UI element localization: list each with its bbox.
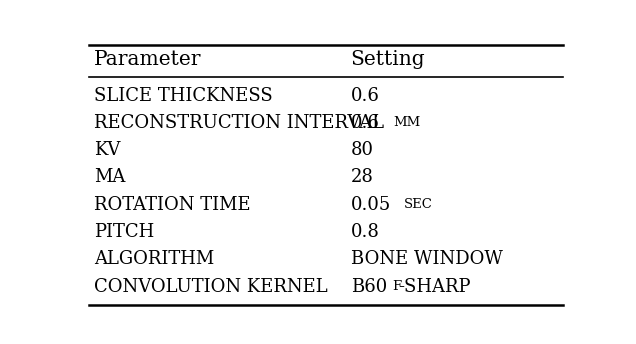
Text: 28: 28 xyxy=(350,169,373,186)
Text: B60: B60 xyxy=(350,278,387,295)
Text: CONVOLUTION KERNEL: CONVOLUTION KERNEL xyxy=(94,278,328,295)
Text: Setting: Setting xyxy=(350,50,425,69)
Text: 0.8: 0.8 xyxy=(350,223,380,241)
Text: Parameter: Parameter xyxy=(94,50,202,69)
Text: 0.6: 0.6 xyxy=(350,87,380,105)
Text: PITCH: PITCH xyxy=(94,223,155,241)
Text: SEC: SEC xyxy=(404,198,432,211)
Text: 0.05: 0.05 xyxy=(350,196,391,214)
Text: -SHARP: -SHARP xyxy=(398,278,471,295)
Text: MA: MA xyxy=(94,169,126,186)
Text: MM: MM xyxy=(393,116,420,129)
Text: 80: 80 xyxy=(350,141,373,159)
Text: 0.6: 0.6 xyxy=(350,114,380,132)
Text: KV: KV xyxy=(94,141,121,159)
Text: RECONSTRUCTION INTERVAL: RECONSTRUCTION INTERVAL xyxy=(94,114,384,132)
Text: ROTATION TIME: ROTATION TIME xyxy=(94,196,251,214)
Text: F: F xyxy=(392,280,401,293)
Text: ALGORITHM: ALGORITHM xyxy=(94,250,214,268)
Text: BONE WINDOW: BONE WINDOW xyxy=(350,250,502,268)
Text: SLICE THICKNESS: SLICE THICKNESS xyxy=(94,87,273,105)
